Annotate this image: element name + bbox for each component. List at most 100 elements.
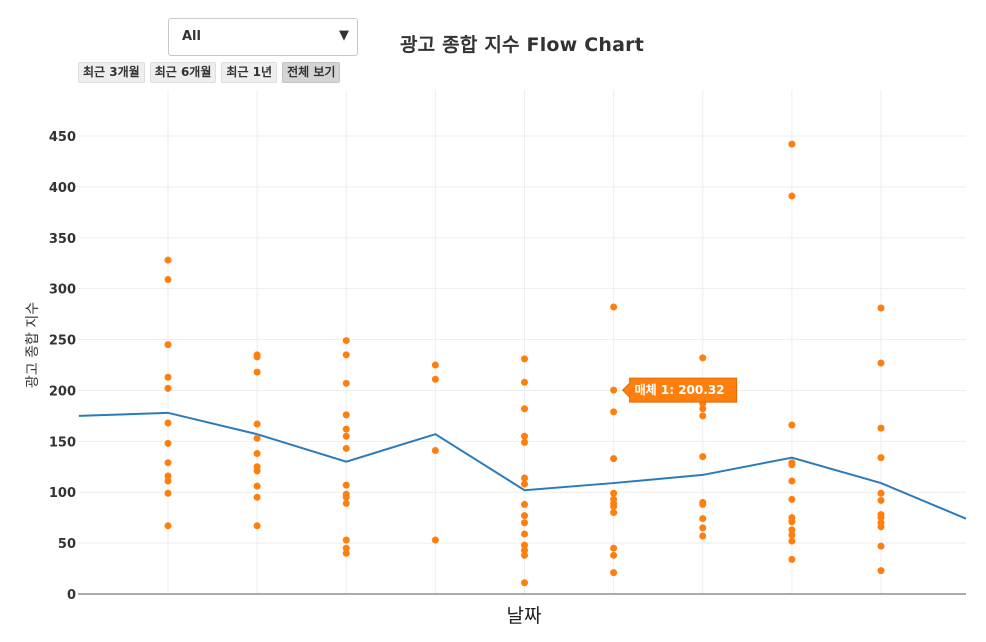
tooltip-label: 매체 1: 200.32 <box>635 382 725 397</box>
data-point <box>788 140 796 148</box>
data-point <box>521 480 528 488</box>
data-point <box>877 523 885 531</box>
y-axis-ticks: 0 50 100 150 200 250 300 350 400 450 <box>49 130 76 603</box>
y-tick-label: 350 <box>49 232 76 247</box>
data-point <box>342 337 350 345</box>
data-point <box>788 477 796 485</box>
data-point <box>431 375 439 383</box>
range-button-3m[interactable]: 최근 3개월 <box>78 62 145 83</box>
data-point <box>431 446 439 454</box>
range-button-6m[interactable]: 최근 6개월 <box>149 62 217 83</box>
data-point <box>788 421 796 429</box>
chart-title: 광고 종합 지수 Flow Chart <box>400 34 644 56</box>
data-point <box>342 379 350 387</box>
data-point <box>342 411 350 419</box>
data-point <box>788 531 796 539</box>
data-point <box>342 425 350 433</box>
data-point <box>610 386 618 394</box>
filter-dropdown[interactable]: All ▼ <box>168 18 358 56</box>
data-point <box>342 536 350 544</box>
average-line <box>78 411 967 520</box>
data-point <box>253 467 261 475</box>
chevron-down-icon: ▼ <box>339 28 349 43</box>
data-point <box>431 361 439 369</box>
data-point <box>164 384 172 392</box>
data-point <box>877 514 885 522</box>
grid-lines <box>78 90 966 595</box>
data-point <box>164 459 172 467</box>
data-point <box>164 276 172 284</box>
data-point <box>342 481 350 489</box>
range-selector: 최근 3개월 최근 6개월 최근 1년 전체 보기 <box>78 62 341 83</box>
data-point <box>164 439 172 447</box>
data-point <box>342 493 350 501</box>
data-point <box>521 438 528 446</box>
media-points-series <box>164 140 885 587</box>
data-point <box>164 489 172 497</box>
data-point <box>877 489 885 497</box>
data-point <box>699 524 707 532</box>
data-point <box>521 474 528 482</box>
data-point <box>342 499 350 507</box>
data-point <box>253 353 261 361</box>
data-point <box>699 453 707 461</box>
data-point <box>342 544 350 552</box>
x-axis-title: 날짜 <box>507 605 542 627</box>
data-point <box>699 354 707 362</box>
y-tick-label: 50 <box>58 537 76 552</box>
data-point <box>164 373 172 381</box>
data-point <box>788 461 796 469</box>
data-point <box>521 541 528 549</box>
data-point <box>164 477 172 485</box>
data-point <box>521 405 528 413</box>
data-point <box>342 432 350 440</box>
data-point <box>253 368 261 376</box>
data-point <box>788 526 796 534</box>
data-point <box>253 522 261 530</box>
y-tick-label: 0 <box>67 588 76 603</box>
data-point <box>699 532 707 540</box>
data-point <box>877 496 885 504</box>
y-tick-label: 400 <box>49 181 76 196</box>
data-point <box>788 537 796 545</box>
data-point <box>164 419 172 427</box>
data-point <box>610 455 618 463</box>
tooltip-box <box>621 377 738 403</box>
data-point <box>699 405 707 413</box>
data-point <box>253 482 261 490</box>
range-button-all[interactable]: 전체 보기 <box>282 62 341 83</box>
data-point <box>610 303 618 311</box>
data-point <box>253 450 261 458</box>
data-point <box>342 444 350 452</box>
y-tick-label: 200 <box>49 384 76 399</box>
data-point <box>342 351 350 359</box>
data-point <box>521 500 528 508</box>
data-point <box>253 434 261 442</box>
data-point <box>877 424 885 432</box>
data-point <box>610 489 618 497</box>
data-point <box>521 579 528 587</box>
data-point <box>521 519 528 527</box>
data-point <box>699 500 707 508</box>
data-point <box>699 515 707 523</box>
data-point <box>788 192 796 200</box>
data-point <box>877 542 885 550</box>
data-point <box>877 454 885 462</box>
data-point <box>342 549 350 557</box>
data-point <box>164 522 172 530</box>
data-point <box>521 546 528 554</box>
data-point <box>610 408 618 416</box>
data-point <box>253 420 261 428</box>
y-tick-label: 150 <box>49 435 76 450</box>
data-point <box>610 509 618 517</box>
y-axis-title: 광고 종합 지수 <box>25 302 41 388</box>
data-point <box>610 544 618 552</box>
data-point <box>164 341 172 349</box>
data-point <box>610 569 618 577</box>
data-point <box>164 472 172 480</box>
y-tick-label: 450 <box>49 130 76 145</box>
data-point <box>788 495 796 503</box>
range-button-1y[interactable]: 최근 1년 <box>221 62 278 83</box>
data-point <box>521 378 528 386</box>
